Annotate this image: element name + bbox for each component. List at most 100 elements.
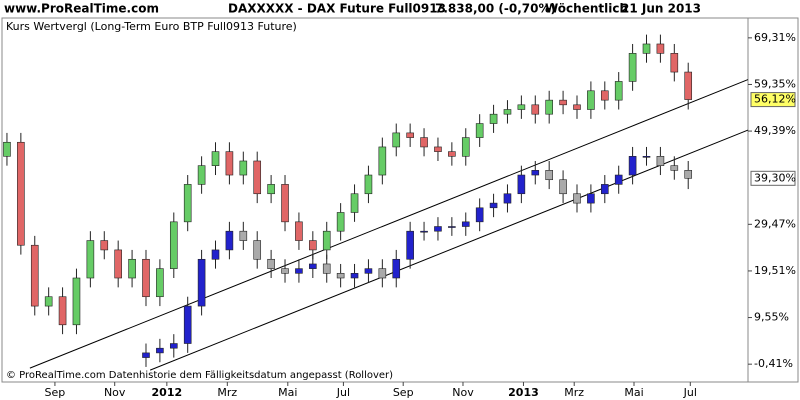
x-tick-label: 2013: [508, 386, 539, 399]
candle-body: [156, 347, 164, 354]
candle-body: [295, 221, 303, 241]
candle-body: [128, 258, 136, 279]
value-box: [750, 92, 796, 108]
candle-body: [309, 263, 317, 269]
candle-body: [142, 352, 150, 358]
candle-body: [559, 99, 567, 106]
candle-body: [406, 132, 414, 138]
candle-body: [281, 268, 289, 274]
candle-body: [364, 174, 373, 195]
candle-body: [517, 104, 526, 110]
candle-body: [434, 146, 442, 152]
candle-body: [100, 240, 109, 251]
candle-body: [656, 156, 665, 166]
candle-body: [225, 230, 234, 251]
candle-body: [684, 71, 693, 100]
candle-body: [253, 160, 262, 195]
x-tick-label: Sep: [393, 386, 414, 399]
candle-body: [142, 258, 150, 298]
candle-body: [239, 230, 248, 241]
x-tick-label: Jul: [336, 386, 350, 399]
candle-body: [322, 230, 331, 251]
candle-body: [239, 160, 248, 176]
x-tick-label: Nov: [452, 386, 474, 399]
footer: © ProRealTime.com Datenhistorie dem Fäll…: [6, 370, 393, 381]
candle-body: [336, 273, 345, 279]
candle-body: [531, 104, 540, 115]
candle-body: [448, 226, 456, 228]
trend-line: [149, 129, 749, 371]
candle-body: [448, 151, 456, 157]
candle-body: [614, 174, 623, 185]
candle-body: [197, 165, 206, 185]
candle-body: [531, 170, 540, 176]
site: www.ProRealTime.com: [4, 2, 159, 16]
candle-body: [475, 207, 484, 223]
y-axis-area: [747, 17, 799, 383]
candle-body: [114, 249, 122, 279]
candle-body: [267, 184, 275, 195]
candle-body: [197, 258, 206, 307]
y-tick-label: -0,41%: [754, 357, 793, 370]
period: Wöchentlich: [545, 2, 628, 16]
candle-body: [392, 258, 401, 279]
candle-body: [503, 109, 512, 115]
date: 21 Jun 2013: [621, 2, 701, 16]
x-tick-label: 2012: [152, 386, 183, 399]
candle-body: [545, 170, 553, 181]
candle-body: [684, 170, 693, 179]
candle-body: [670, 53, 679, 73]
candle-body: [642, 156, 651, 158]
candle-body: [600, 184, 609, 195]
candle-body: [211, 151, 220, 166]
y-tick-label: 59,35%: [754, 77, 796, 90]
candle-body: [253, 240, 262, 260]
y-tick-label: 29,47%: [754, 217, 796, 230]
candle-body: [309, 240, 317, 251]
candle-body: [670, 165, 679, 171]
candle-body: [656, 43, 665, 54]
candle-body: [420, 137, 428, 148]
candle-body: [406, 230, 414, 260]
candle-body: [489, 202, 498, 209]
y-tick-label: 69,31%: [754, 31, 796, 44]
x-tick-label: Mai: [278, 386, 297, 399]
candle-body: [350, 193, 359, 213]
candle-body: [545, 99, 553, 115]
candle-body: [169, 343, 178, 349]
candle-body: [628, 156, 637, 176]
candle-body: [573, 104, 581, 110]
trend-line: [29, 79, 749, 369]
candle-body: [364, 268, 373, 274]
candle-body: [58, 296, 67, 326]
candle-body: [392, 132, 401, 148]
y-tick-label: 19,51%: [754, 264, 796, 277]
candle-body: [614, 81, 623, 101]
candle-body: [461, 137, 470, 157]
y-tick-label: 49,39%: [754, 124, 796, 137]
candle-body: [378, 146, 387, 176]
candle-body: [211, 249, 220, 260]
candle-body: [559, 179, 567, 195]
legend-text: Kurs Wertvergl (Long-Term Euro BTP Full0…: [6, 20, 297, 33]
candle-body: [587, 193, 595, 204]
candle-body: [489, 113, 498, 124]
x-tick-label: Mrz: [564, 386, 584, 399]
marks: [3, 34, 749, 371]
y-tick-label: 9,55%: [754, 311, 789, 324]
candle-body: [44, 296, 53, 307]
candle-body: [17, 141, 25, 246]
candle-body: [573, 193, 581, 204]
x-tick-label: Jul: [683, 386, 697, 399]
candle-body: [600, 90, 609, 101]
candle-body: [295, 268, 303, 274]
value-box: [750, 170, 796, 186]
candle-body: [183, 305, 192, 344]
candle-body: [86, 240, 95, 279]
candle-body: [336, 212, 345, 232]
x-tick-label: Nov: [104, 386, 126, 399]
candle-body: [420, 230, 428, 233]
candle-body: [378, 268, 387, 279]
candle-body: [642, 43, 651, 54]
